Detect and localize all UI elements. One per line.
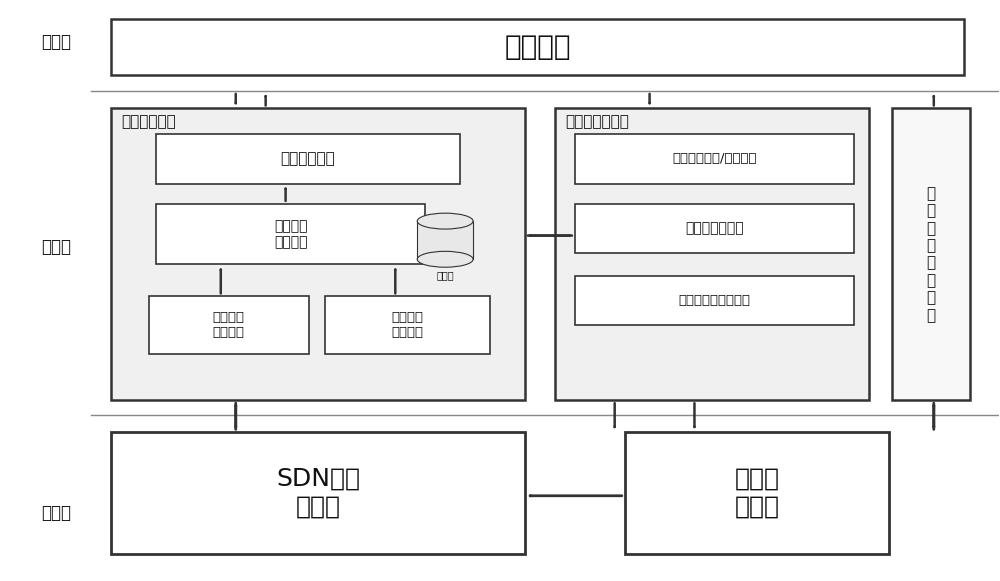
Text: 数据包标记剔除模块: 数据包标记剔除模块 xyxy=(678,294,750,307)
Text: 状态信息
处理模块: 状态信息 处理模块 xyxy=(274,219,307,249)
Text: 流
量
探
针
控
制
模
块: 流 量 探 针 控 制 模 块 xyxy=(926,186,935,323)
Ellipse shape xyxy=(417,213,473,229)
Text: 拓扑绘制模块: 拓扑绘制模块 xyxy=(281,152,335,166)
Bar xyxy=(149,296,309,354)
Bar xyxy=(575,134,854,184)
Bar xyxy=(417,221,473,259)
Bar xyxy=(156,134,460,184)
Text: 数据库: 数据库 xyxy=(436,270,454,281)
Ellipse shape xyxy=(417,252,473,267)
Bar xyxy=(111,432,525,554)
Text: 控制层: 控制层 xyxy=(41,238,71,256)
Bar xyxy=(325,296,490,354)
Text: SDN交换
机集群: SDN交换 机集群 xyxy=(276,467,360,519)
Bar xyxy=(625,432,889,554)
Text: 数据层: 数据层 xyxy=(41,504,71,522)
Text: 节点状态
监测模块: 节点状态 监测模块 xyxy=(392,311,424,339)
Text: 拓扑呈现模块: 拓扑呈现模块 xyxy=(121,114,176,129)
Text: 用户界面: 用户界面 xyxy=(504,33,571,61)
Bar xyxy=(575,276,854,325)
Bar xyxy=(156,204,425,264)
Text: 流量发
生探针: 流量发 生探针 xyxy=(734,467,779,519)
Bar xyxy=(575,204,854,253)
Bar xyxy=(111,19,964,76)
Text: 路由节点选择/标记模块: 路由节点选择/标记模块 xyxy=(672,152,757,166)
Bar xyxy=(111,109,525,400)
Text: 交互层: 交互层 xyxy=(41,33,71,51)
Bar xyxy=(555,109,869,400)
Text: 网络虚拟化模块: 网络虚拟化模块 xyxy=(565,114,629,129)
Text: 数据包标记模块: 数据包标记模块 xyxy=(685,221,744,235)
Bar xyxy=(892,109,970,400)
Text: 拓扑信息
感知模块: 拓扑信息 感知模块 xyxy=(213,311,245,339)
